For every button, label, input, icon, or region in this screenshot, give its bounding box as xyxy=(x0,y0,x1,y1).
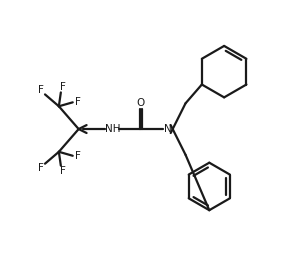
Text: F: F xyxy=(38,85,44,96)
Text: N: N xyxy=(164,124,171,134)
Text: F: F xyxy=(75,151,81,161)
Text: O: O xyxy=(136,98,144,108)
Text: F: F xyxy=(60,166,66,176)
Text: F: F xyxy=(38,163,44,173)
Text: NH: NH xyxy=(105,124,120,134)
Text: F: F xyxy=(75,97,81,107)
Text: F: F xyxy=(60,83,66,92)
